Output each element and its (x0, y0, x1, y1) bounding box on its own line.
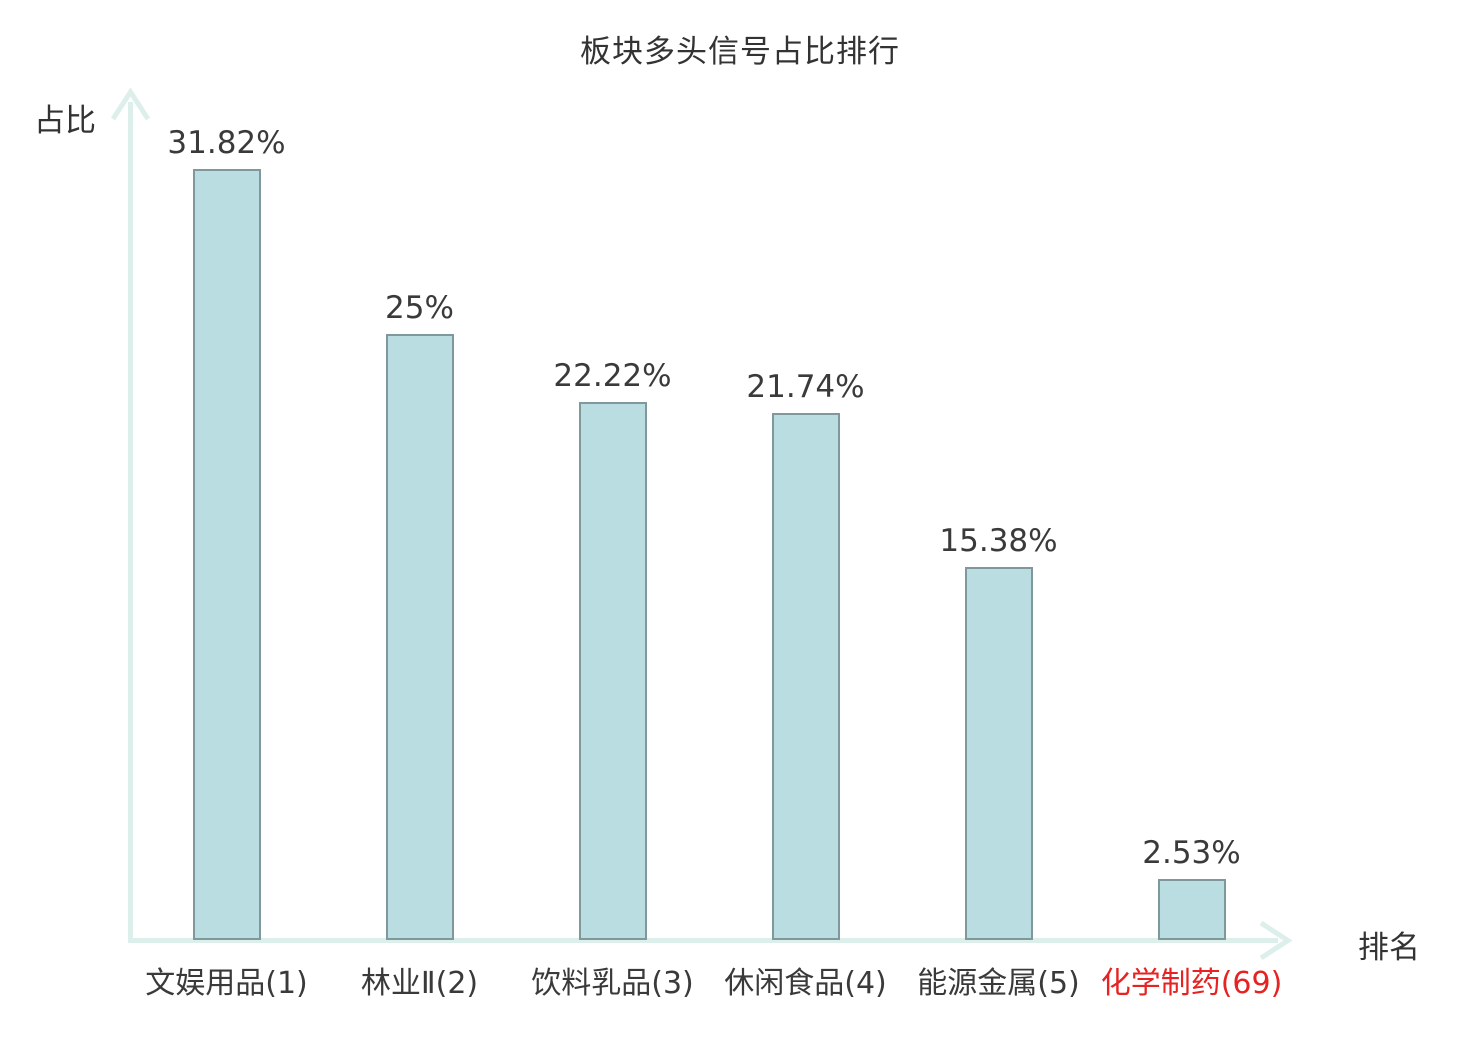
bar (771, 413, 840, 940)
bar-value-label: 22.22% (553, 358, 672, 394)
bar (1157, 879, 1226, 940)
bar (964, 567, 1033, 940)
x-axis-label: 排名 (1358, 930, 1420, 966)
bar-value-label: 31.82% (167, 125, 286, 161)
bar-category-label: 文娱用品(1) (145, 966, 308, 1001)
bar-value-label: 2.53% (1142, 835, 1241, 871)
x-axis-arrow-icon (1259, 920, 1293, 961)
bar-value-label: 15.38% (939, 523, 1058, 559)
bar (578, 402, 647, 940)
bar-category-label: 休闲食品(4) (724, 966, 887, 1001)
bar (192, 169, 261, 940)
bar-category-label: 化学制药(69) (1100, 966, 1283, 1001)
bar (385, 334, 454, 940)
chart-title: 板块多头信号占比排行 (580, 34, 900, 70)
bar-category-label: 林业Ⅱ(2) (360, 966, 479, 1001)
bar-value-label: 21.74% (746, 369, 865, 405)
y-axis-label: 占比 (34, 103, 96, 139)
bar-value-label: 25% (385, 290, 454, 326)
bar-category-label: 能源金属(5) (917, 966, 1080, 1001)
bar-category-label: 饮料乳品(3) (531, 966, 694, 1001)
y-axis-arrow-icon (110, 87, 151, 121)
